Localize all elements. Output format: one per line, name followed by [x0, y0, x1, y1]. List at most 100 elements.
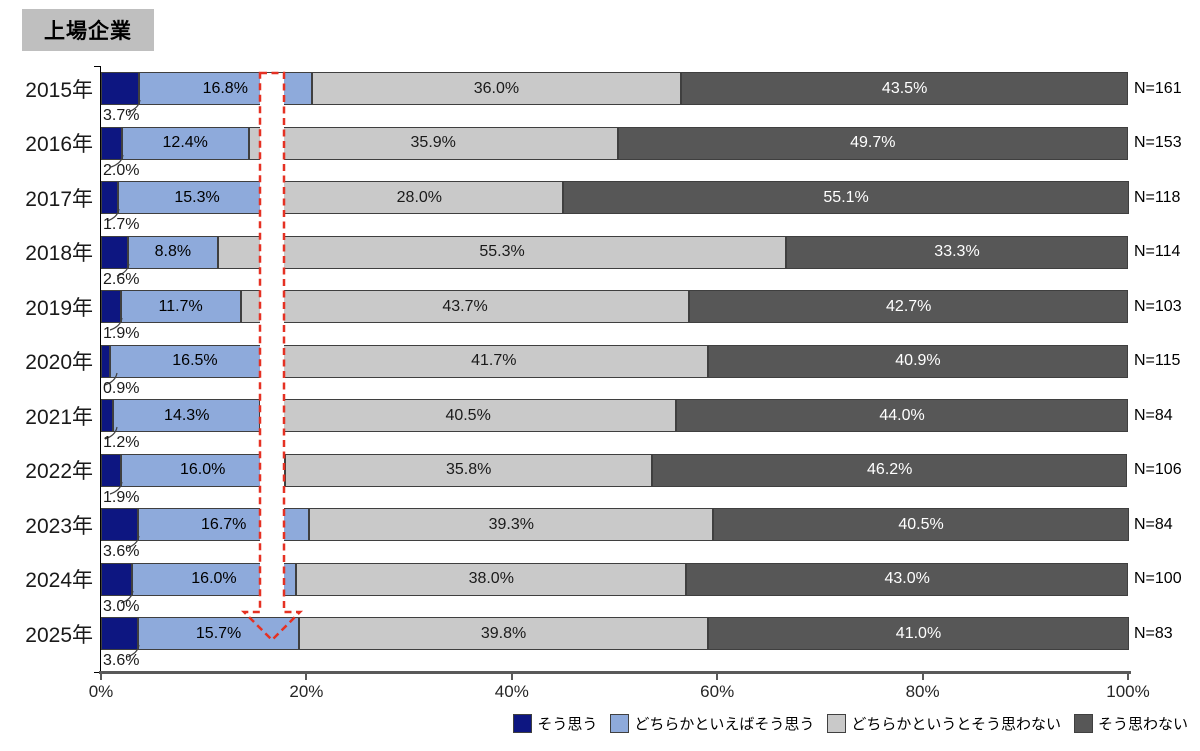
- first-segment-value-label: 1.9%: [103, 325, 140, 342]
- year-label: 2024年: [25, 569, 93, 592]
- bar-segment: 41.7%: [279, 344, 708, 378]
- segment-value-label: 12.4%: [162, 134, 208, 151]
- year-label: 2022年: [25, 460, 93, 483]
- bar-segment: 39.3%: [309, 508, 714, 541]
- bar-segment: 14.3%: [113, 399, 261, 432]
- bar-segment: [101, 344, 111, 378]
- sample-size-label: N=153: [1134, 134, 1182, 151]
- stacked-bar-row: 11.7% 43.7% 42.7%: [101, 290, 1128, 323]
- bar-segment: [101, 399, 114, 432]
- bar-segment: 8.8%: [127, 235, 219, 269]
- legend-item: そう思わない: [1073, 713, 1188, 734]
- x-axis-tick: [100, 671, 102, 680]
- legend-swatch: [827, 714, 847, 733]
- segment-value-label: 40.9%: [895, 352, 941, 369]
- segment-value-label: 33.3%: [934, 243, 980, 260]
- x-axis-tick: [716, 671, 719, 680]
- legend-item: どちらかといえばそう思う: [610, 713, 814, 734]
- callout-leader-line: [120, 590, 134, 604]
- segment-value-label: 44.0%: [879, 406, 925, 424]
- bar-segment: 55.3%: [218, 235, 786, 269]
- first-segment-value-label: 3.7%: [103, 107, 140, 124]
- bar-segment: [101, 508, 138, 541]
- bar-segment: 55.1%: [563, 181, 1130, 214]
- segment-value-label: 36.0%: [473, 79, 520, 97]
- x-axis-tick-label: 80%: [905, 682, 940, 701]
- sample-size-label: N=106: [1134, 461, 1182, 478]
- segment-value-label: 55.1%: [823, 188, 869, 206]
- bar-segment: 46.2%: [652, 453, 1127, 487]
- sample-size-label: N=84: [1134, 515, 1173, 533]
- first-segment-value-label: 1.2%: [103, 434, 140, 451]
- stacked-bar-row: 16.8% 36.0% 43.5%: [101, 72, 1128, 105]
- bar-segment: 35.9%: [248, 126, 618, 160]
- callout-leader-line: [109, 481, 123, 495]
- bar-segment: 40.5%: [713, 508, 1129, 541]
- sample-size-label: N=100: [1134, 570, 1182, 587]
- bar-segment: 43.0%: [686, 562, 1128, 596]
- bar-segment: [101, 72, 139, 105]
- year-label: 2019年: [25, 296, 93, 320]
- year-label: 2023年: [25, 514, 93, 538]
- segment-value-label: 55.3%: [479, 243, 525, 260]
- stacked-bar-row: 14.3% 40.5% 44.0%: [101, 399, 1128, 432]
- year-label: 2015年: [25, 78, 93, 102]
- plot-area: 2015年 16.8% 36.0% 43.5% 3.7% N=161 2016年 12.4% 3…: [0, 66, 1200, 673]
- bar-segment: 40.9%: [707, 344, 1128, 378]
- first-segment-value-label: 2.6%: [103, 270, 140, 288]
- segment-value-label: 43.0%: [884, 570, 930, 587]
- bar-segment: [101, 126, 122, 160]
- bar-segment: 38.0%: [296, 562, 687, 596]
- first-segment-value-label: 0.9%: [103, 379, 140, 397]
- year-label: 2020年: [25, 351, 93, 374]
- x-axis-tick-label: 0%: [88, 682, 114, 701]
- legend-item: どちらかというとそう思わない: [827, 713, 1061, 734]
- bar-segment: [101, 235, 128, 269]
- stacked-bar-row: 16.7% 39.3% 40.5%: [101, 508, 1129, 541]
- segment-value-label: 41.7%: [471, 352, 517, 369]
- sample-size-label: N=115: [1134, 352, 1181, 369]
- bar-segment: 15.7%: [137, 617, 300, 650]
- bar-segment: 35.8%: [284, 453, 653, 487]
- segment-value-label: 46.2%: [867, 461, 913, 478]
- bar-segment: 16.0%: [120, 453, 285, 487]
- bar-segment: [101, 617, 138, 650]
- x-axis-tick-label: 40%: [494, 682, 529, 701]
- segment-value-label: 38.0%: [468, 570, 514, 587]
- bar-segment: 16.8%: [138, 72, 312, 105]
- bar-segment: 28.0%: [275, 181, 564, 214]
- segment-value-label: 42.7%: [886, 297, 932, 315]
- segment-value-label: 35.9%: [410, 134, 456, 151]
- x-axis-tick: [510, 671, 513, 680]
- sample-size-label: N=161: [1134, 79, 1182, 97]
- segment-value-label: 40.5%: [445, 406, 491, 424]
- callout-leader-line: [127, 99, 141, 113]
- stacked-bar-row: 15.7% 39.8% 41.0%: [101, 617, 1130, 650]
- segment-value-label: 14.3%: [164, 406, 210, 424]
- callout-leader-line: [116, 263, 130, 277]
- bar-segment: 49.7%: [617, 126, 1128, 160]
- callout-leader-line: [126, 644, 140, 658]
- x-axis-tick-label: 60%: [700, 682, 735, 701]
- segment-value-label: 15.7%: [195, 624, 242, 642]
- segment-value-label: 43.5%: [881, 79, 928, 97]
- segment-value-label: 15.3%: [174, 188, 220, 206]
- bar-segment: 43.5%: [681, 72, 1128, 105]
- segment-value-label: 39.8%: [480, 624, 527, 642]
- x-axis-tick: [305, 671, 308, 680]
- stacked-bar-row: 15.3% 28.0% 55.1%: [101, 181, 1130, 214]
- chart-legend: そう思う どちらかといえばそう思う どちらかというとそう思わない そう思わない: [513, 713, 1188, 734]
- chart-title: 上場企業: [22, 9, 154, 51]
- sample-size-label: N=84: [1134, 406, 1173, 424]
- segment-value-label: 35.8%: [445, 461, 492, 478]
- first-segment-value-label: 3.6%: [103, 543, 140, 560]
- first-segment-value-label: 2.0%: [103, 161, 140, 179]
- bar-segment: 15.3%: [118, 181, 276, 214]
- sample-size-label: N=103: [1134, 297, 1182, 315]
- callout-leader-line: [126, 535, 140, 549]
- legend-item: そう思う: [513, 713, 597, 734]
- year-label: 2021年: [25, 405, 93, 429]
- sample-size-label: N=114: [1134, 243, 1181, 260]
- year-label: 2018年: [25, 242, 93, 265]
